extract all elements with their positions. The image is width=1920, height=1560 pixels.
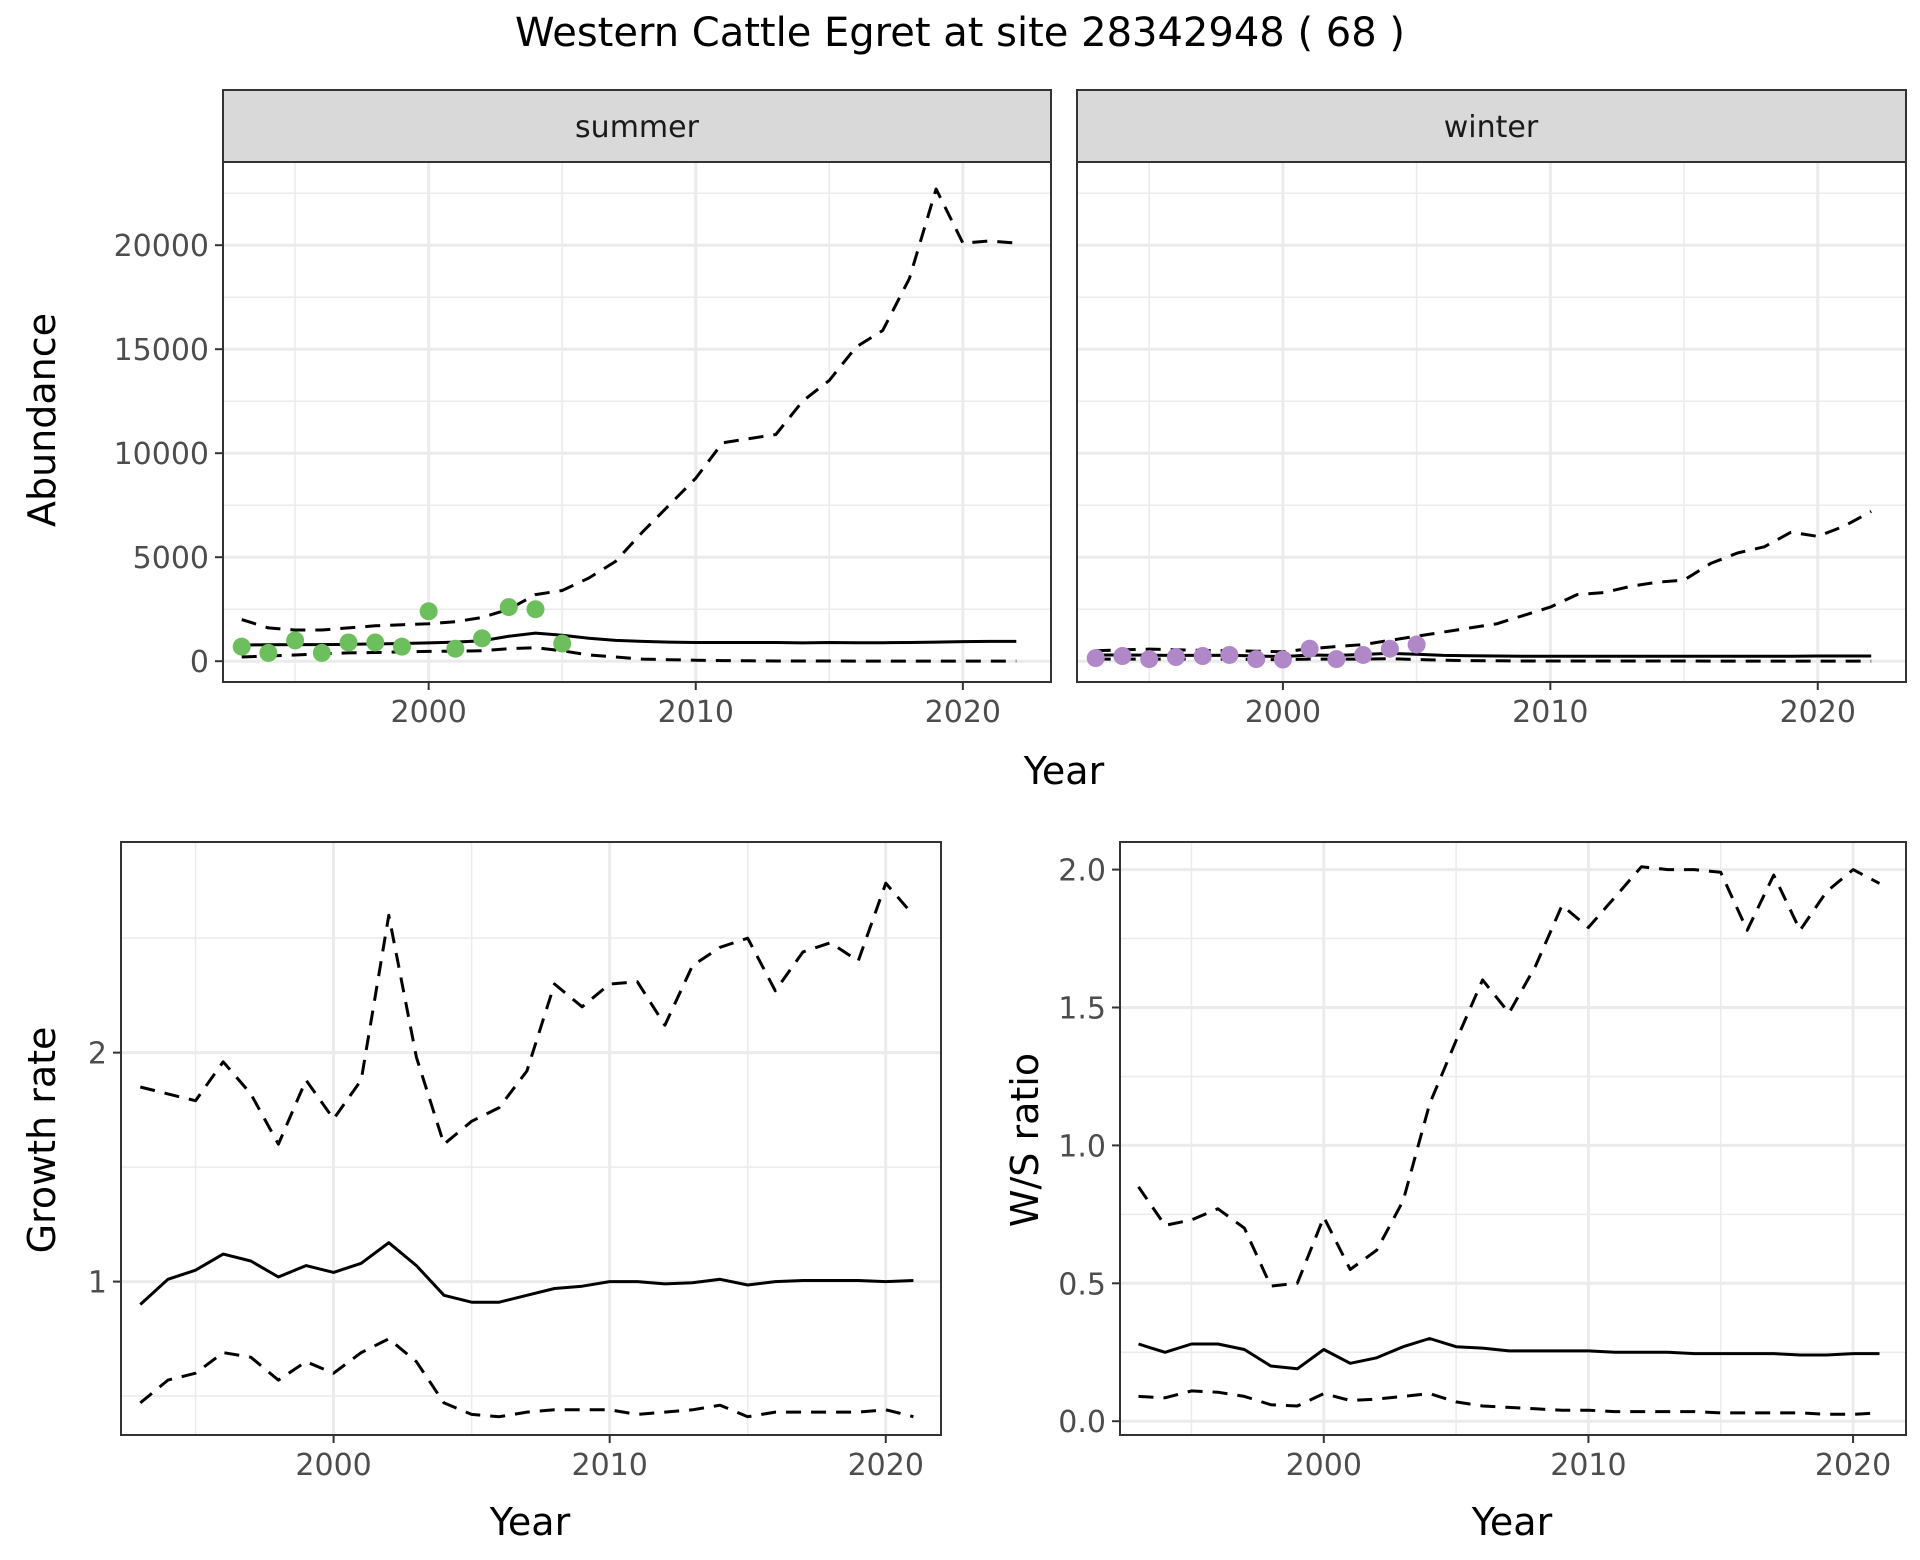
summer-observed-point (366, 633, 385, 652)
winter-observed-point (1247, 650, 1266, 669)
ratio-x-tick-label: 2000 (1286, 1448, 1362, 1483)
growth-panel: 2000 2010 2020 1 2 (88, 841, 942, 1483)
ratio-upper-ci-line (1137, 865, 1881, 1288)
summer-observed-point (553, 634, 572, 653)
summer-x-tick-label: 2000 (390, 695, 466, 730)
winter-observed-point (1380, 639, 1399, 658)
growth-x-axis-title: Year (489, 1500, 571, 1544)
summer-panel-border (222, 161, 1052, 683)
winter-panel: 2000 2010 2020 (1076, 161, 1907, 730)
summer-observed-point (526, 600, 545, 619)
summer-observed-point (446, 639, 465, 658)
ratio-y-tick-label: 1.0 (1058, 1129, 1106, 1164)
summer-observed-point (286, 631, 305, 650)
summer-observed-point (392, 637, 411, 656)
growth-panel-border (120, 841, 942, 1436)
winter-observed-point (1140, 650, 1159, 669)
figure-title: Western Cattle Egret at site 28342948 ( … (515, 10, 1405, 56)
summer-observed-point (499, 598, 518, 617)
ratio-panel-border (1119, 841, 1907, 1436)
summer-lower-ci-line (241, 646, 1017, 663)
summer-x-tick-label: 2010 (658, 695, 734, 730)
summer-observed-point (232, 637, 251, 656)
winter-observed-point (1407, 635, 1426, 654)
ratio-x-tick-label: 2020 (1815, 1448, 1891, 1483)
winter-x-tick-label: 2000 (1245, 695, 1321, 730)
growth-plot-background (121, 842, 941, 1435)
summer-panel: 2000 2010 2020 0 5000 10000 15000 20000 (114, 161, 1052, 730)
facet-strip-summer: summer (222, 89, 1052, 163)
winter-observed-point (1220, 645, 1239, 664)
growth-y-tick-label: 2 (88, 1037, 107, 1072)
ratio-y-tick-label: 0.0 (1058, 1405, 1106, 1440)
summer-y-tick-label: 15000 (114, 333, 209, 368)
winter-panel-border (1076, 161, 1907, 683)
abundance-y-axis-title: Abundance (20, 313, 64, 527)
ratio-estimate-line (1138, 1337, 1880, 1371)
ratio-y-tick-label: 0.5 (1058, 1267, 1106, 1302)
summer-x-tick-label: 2020 (925, 695, 1001, 730)
growth-upper-ci-line (139, 881, 915, 1146)
winter-observed-point (1300, 639, 1319, 658)
ratio-plot-background (1120, 842, 1906, 1435)
winter-observed-point (1273, 650, 1292, 669)
summer-y-tick-label: 20000 (114, 229, 209, 264)
ratio-x-tick-label: 2010 (1550, 1448, 1626, 1483)
plot-panels: 2000 2010 2020 0 5000 10000 15000 20000 2000 2010… (88, 161, 1907, 1483)
winter-observed-point (1166, 648, 1185, 667)
top-x-axis-title: Year (1023, 749, 1105, 793)
growth-lower-ci-line (139, 1337, 914, 1419)
summer-observed-point (419, 602, 438, 621)
summer-y-tick-label: 10000 (114, 437, 209, 472)
growth-x-tick-label: 2010 (572, 1448, 648, 1483)
winter-x-tick-label: 2010 (1512, 695, 1588, 730)
growth-x-tick-label: 2020 (848, 1448, 924, 1483)
ratio-y-tick-label: 1.5 (1058, 991, 1106, 1026)
facet-strip-winter: winter (1076, 89, 1907, 163)
growth-x-tick-label: 2000 (295, 1448, 371, 1483)
winter-observed-point (1327, 650, 1346, 669)
ratio-lower-ci-line (1138, 1389, 1880, 1416)
summer-y-tick-label: 5000 (133, 541, 209, 576)
winter-observed-point (1086, 649, 1105, 668)
winter-observed-point (1193, 647, 1212, 665)
growth-y-axis-title: Growth rate (20, 1027, 64, 1254)
summer-observed-point (473, 629, 492, 648)
summer-observed-point (339, 633, 358, 652)
summer-y-tick-label: 0 (190, 645, 209, 680)
ratio-panel: 2000 2010 2020 0.0 0.5 1.0 1.5 2.0 (1058, 841, 1907, 1483)
facet-strip-summer-label: summer (575, 110, 700, 145)
ratio-x-axis-title: Year (1471, 1500, 1553, 1544)
summer-observed-point (312, 643, 331, 662)
summer-upper-ci-line (241, 187, 1017, 632)
winter-plot-background (1077, 162, 1906, 682)
summer-observed-point (259, 643, 278, 662)
winter-observed-point (1113, 647, 1132, 665)
winter-observed-point (1354, 645, 1373, 664)
growth-estimate-line (139, 1241, 914, 1306)
growth-y-tick-label: 1 (88, 1266, 107, 1301)
ratio-y-axis-title: W/S ratio (1003, 1053, 1047, 1227)
winter-x-tick-label: 2020 (1780, 695, 1856, 730)
summer-plot-background (223, 162, 1051, 682)
facet-strip-winter-label: winter (1444, 110, 1539, 145)
ratio-y-tick-label: 2.0 (1058, 854, 1106, 889)
